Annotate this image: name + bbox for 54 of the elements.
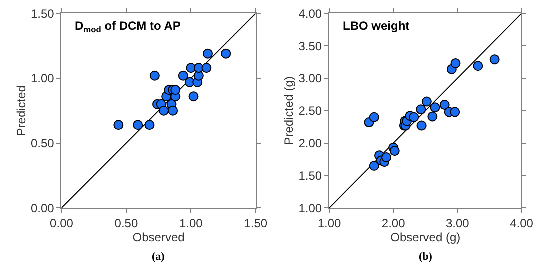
y-tick-label: 1.50 xyxy=(298,168,322,183)
y-tick-label: 1.00 xyxy=(30,72,55,86)
x-tick-label: 1.00 xyxy=(179,216,204,231)
point xyxy=(144,120,155,130)
y-tick-label: 1.50 xyxy=(30,6,55,21)
x-tick-label: 2.00 xyxy=(382,216,406,231)
point xyxy=(382,152,392,163)
point xyxy=(390,146,400,156)
y-tick-label: 1.00 xyxy=(298,201,322,216)
x-axis-title: Observed xyxy=(132,230,185,245)
point xyxy=(188,92,199,102)
point xyxy=(450,58,461,69)
point xyxy=(202,63,212,74)
point xyxy=(221,48,232,59)
point xyxy=(440,100,450,110)
point xyxy=(416,104,426,115)
x-axis-title: Observed (g) xyxy=(390,230,461,245)
point xyxy=(202,48,213,59)
point xyxy=(170,85,181,96)
y-tick-label: 3.00 xyxy=(298,72,322,86)
y-axis-title: Predicted (g) xyxy=(282,76,296,146)
point xyxy=(369,160,380,171)
point xyxy=(114,120,124,130)
point xyxy=(422,96,432,107)
y-tick-label: 0.50 xyxy=(30,136,55,150)
text: (a) xyxy=(152,251,166,263)
x-tick-label: 0.00 xyxy=(50,216,74,231)
point xyxy=(490,54,500,65)
y-tick-label: 4.00 xyxy=(298,6,322,21)
point xyxy=(178,70,188,81)
point xyxy=(450,107,460,118)
point xyxy=(430,102,440,113)
x-tick-label: 4.00 xyxy=(510,216,534,231)
text: (b) xyxy=(419,251,433,263)
point xyxy=(150,70,160,81)
y-tick-label: 2.00 xyxy=(298,136,322,150)
text: D$_{mod}$ of DCM to AP xyxy=(75,19,181,35)
x-tick-label: 3.00 xyxy=(446,216,470,231)
x-tick-label: 1.00 xyxy=(318,216,342,231)
y-tick-label: 0.00 xyxy=(30,201,55,216)
point xyxy=(416,120,427,131)
point xyxy=(409,112,420,122)
y-tick-label: 2.50 xyxy=(298,104,322,118)
point xyxy=(473,61,484,72)
point xyxy=(428,112,438,122)
x-tick-label: 1.50 xyxy=(244,216,268,231)
y-axis-title: Predicted xyxy=(14,86,28,136)
point xyxy=(158,106,169,116)
point xyxy=(133,120,144,130)
y-tick-label: 3.50 xyxy=(298,39,322,54)
point xyxy=(369,112,380,122)
text: LBO weight xyxy=(343,19,410,33)
x-tick-label: 0.50 xyxy=(114,216,138,231)
point xyxy=(168,106,178,116)
